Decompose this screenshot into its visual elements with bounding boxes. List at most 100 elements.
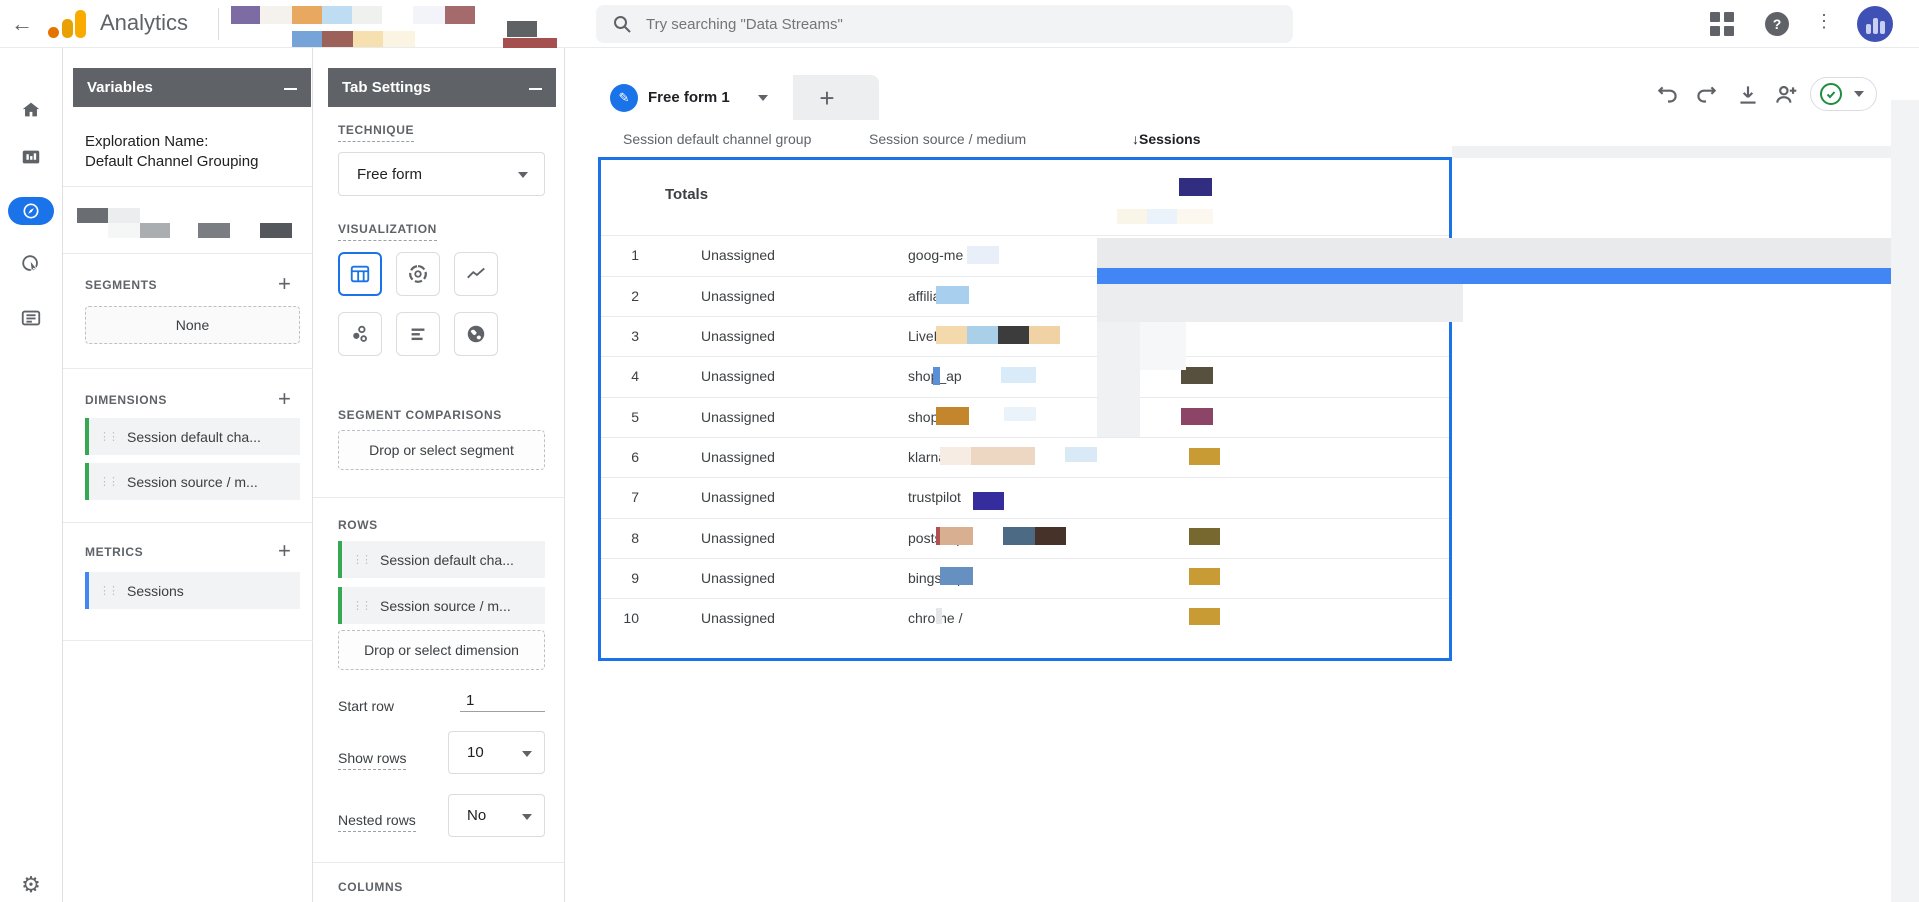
viz-donut-button[interactable] bbox=[396, 252, 440, 296]
dimension-chip[interactable]: ⋮⋮ Session default cha... bbox=[85, 418, 300, 455]
explore-active-pill bbox=[8, 197, 54, 225]
show-rows-select[interactable]: 10 bbox=[448, 731, 545, 774]
chevron-down-icon[interactable] bbox=[757, 94, 768, 101]
viz-line-button[interactable] bbox=[454, 252, 498, 296]
sidebar-item-advertising[interactable] bbox=[7, 247, 55, 281]
edit-tab-icon[interactable]: ✎ bbox=[610, 83, 638, 112]
rows-dimension-chip[interactable]: ⋮⋮ Session source / m... bbox=[338, 587, 545, 624]
column-header-channel-group[interactable]: Session default channel group bbox=[623, 131, 812, 147]
column-header-source-medium[interactable]: Session source / medium bbox=[869, 131, 1027, 147]
chevron-down-icon bbox=[522, 814, 532, 820]
tab-settings-header: Tab Settings bbox=[328, 68, 556, 107]
dimension-chip-label: Session default cha... bbox=[127, 428, 261, 445]
highlight-band bbox=[1097, 268, 1892, 284]
viz-table-button[interactable] bbox=[338, 252, 382, 296]
sidebar-item-reports[interactable] bbox=[7, 140, 55, 174]
cell-channel-group: Unassigned bbox=[701, 247, 775, 264]
approval-status-button[interactable] bbox=[1810, 77, 1877, 111]
download-button[interactable] bbox=[1735, 82, 1761, 108]
search-bar[interactable] bbox=[596, 5, 1293, 43]
drag-handle-icon[interactable]: ⋮⋮ bbox=[352, 554, 372, 566]
row-number: 5 bbox=[631, 408, 639, 425]
row-number: 10 bbox=[623, 610, 639, 627]
variables-title: Variables bbox=[87, 79, 153, 96]
left-nav-rail: ⚙ bbox=[0, 48, 63, 902]
library-icon bbox=[21, 310, 41, 326]
table-row: 10 Unassigned chrome / bbox=[601, 598, 1449, 638]
redo-button[interactable] bbox=[1693, 82, 1719, 108]
cell-channel-group: Unassigned bbox=[701, 610, 775, 627]
drag-handle-icon[interactable]: ⋮⋮ bbox=[99, 431, 119, 443]
drag-handle-icon[interactable]: ⋮⋮ bbox=[99, 585, 119, 597]
redaction-block bbox=[1035, 527, 1066, 545]
metric-chip[interactable]: ⋮⋮ Sessions bbox=[85, 572, 300, 609]
search-icon bbox=[614, 16, 631, 33]
start-row-input[interactable] bbox=[460, 690, 545, 712]
redaction-block bbox=[108, 208, 140, 223]
sidebar-item-home[interactable] bbox=[7, 93, 55, 127]
drag-handle-icon[interactable]: ⋮⋮ bbox=[352, 600, 372, 612]
exploration-name-value[interactable]: Default Channel Grouping bbox=[85, 153, 259, 170]
advertising-icon bbox=[22, 255, 39, 274]
apps-grid-icon[interactable] bbox=[1710, 12, 1734, 36]
column-header-sessions[interactable]: ↓Sessions bbox=[1132, 131, 1201, 147]
sidebar-item-admin[interactable]: ⚙ bbox=[7, 868, 55, 902]
highlight-band bbox=[1097, 284, 1463, 322]
nested-rows-label: Nested rows bbox=[338, 812, 416, 832]
add-tab-button[interactable]: + bbox=[819, 82, 835, 113]
cell-channel-group: Unassigned bbox=[701, 569, 775, 586]
viz-scatter-button[interactable] bbox=[338, 312, 382, 356]
redaction-block bbox=[1189, 528, 1220, 545]
redaction-block bbox=[936, 527, 940, 545]
highlight-band bbox=[1452, 146, 1891, 158]
drag-handle-icon[interactable]: ⋮⋮ bbox=[99, 476, 119, 488]
technique-select[interactable]: Free form bbox=[338, 152, 545, 196]
undo-button[interactable] bbox=[1655, 82, 1681, 108]
chevron-down-icon bbox=[518, 172, 528, 178]
help-icon[interactable]: ? bbox=[1765, 12, 1789, 36]
redaction-block bbox=[507, 21, 537, 37]
tab-strip bbox=[793, 75, 879, 120]
reports-icon bbox=[22, 150, 40, 164]
redaction-block bbox=[940, 527, 973, 545]
more-menu-icon[interactable]: ⋮ bbox=[1815, 11, 1833, 31]
dimension-chip[interactable]: ⋮⋮ Session source / m... bbox=[85, 463, 300, 500]
download-icon bbox=[1740, 86, 1756, 104]
cell-channel-group: Unassigned bbox=[701, 448, 775, 465]
tab-free-form-1[interactable]: ✎ Free form 1 bbox=[598, 75, 793, 120]
row-number: 6 bbox=[631, 448, 639, 465]
search-input[interactable] bbox=[646, 15, 1206, 33]
table-row: 9 Unassigned bingshop bbox=[601, 557, 1449, 598]
add-metric-button[interactable]: + bbox=[278, 538, 291, 563]
rows-dimension-chip[interactable]: ⋮⋮ Session default cha... bbox=[338, 541, 545, 578]
viz-bar-button[interactable] bbox=[396, 312, 440, 356]
redaction-block bbox=[1004, 407, 1036, 421]
segments-none-box[interactable]: None bbox=[85, 306, 300, 344]
rows-drop-zone[interactable]: Drop or select dimension bbox=[338, 630, 545, 670]
redaction-block bbox=[413, 6, 445, 24]
minimize-variables-button[interactable] bbox=[284, 87, 297, 90]
cell-source-medium: goog-me bbox=[908, 247, 964, 264]
minimize-tab-settings-button[interactable] bbox=[529, 87, 542, 90]
sidebar-item-explore[interactable] bbox=[7, 194, 55, 228]
redaction-block bbox=[940, 447, 971, 465]
redaction-block bbox=[260, 223, 292, 238]
redaction-block bbox=[936, 608, 942, 624]
share-button[interactable] bbox=[1773, 82, 1799, 108]
sidebar-item-library[interactable] bbox=[7, 301, 55, 335]
account-avatar[interactable] bbox=[1857, 6, 1893, 42]
redaction-block bbox=[322, 31, 353, 47]
add-dimension-button[interactable]: + bbox=[278, 386, 291, 411]
add-segment-button[interactable]: + bbox=[278, 271, 291, 296]
analytics-logo-icon bbox=[48, 10, 88, 38]
redaction-block bbox=[933, 367, 940, 385]
back-icon[interactable]: ← bbox=[11, 11, 33, 36]
nested-rows-select[interactable]: No bbox=[448, 794, 545, 837]
vertical-scrollbar[interactable] bbox=[1891, 100, 1919, 902]
segment-drop-zone[interactable]: Drop or select segment bbox=[338, 430, 545, 470]
cell-source-medium: trustpilot bbox=[908, 489, 961, 506]
redaction-block bbox=[140, 223, 170, 238]
redaction-block bbox=[967, 326, 998, 344]
chevron-down-icon bbox=[522, 751, 532, 757]
viz-geo-button[interactable] bbox=[454, 312, 498, 356]
